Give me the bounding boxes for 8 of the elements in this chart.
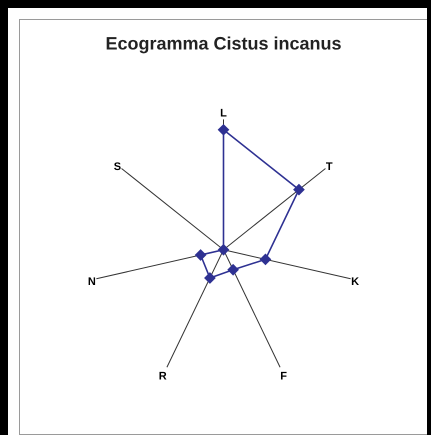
- spoke-label: S: [114, 160, 122, 173]
- spoke-label: F: [280, 370, 288, 382]
- chart-title: Ecogramma Cistus incanus: [105, 33, 342, 54]
- spoke-label: T: [326, 160, 333, 173]
- spoke-label: R: [158, 370, 167, 382]
- spoke-label: N: [88, 276, 96, 288]
- spoke-label: K: [351, 276, 360, 288]
- spoke-label: L: [220, 108, 228, 120]
